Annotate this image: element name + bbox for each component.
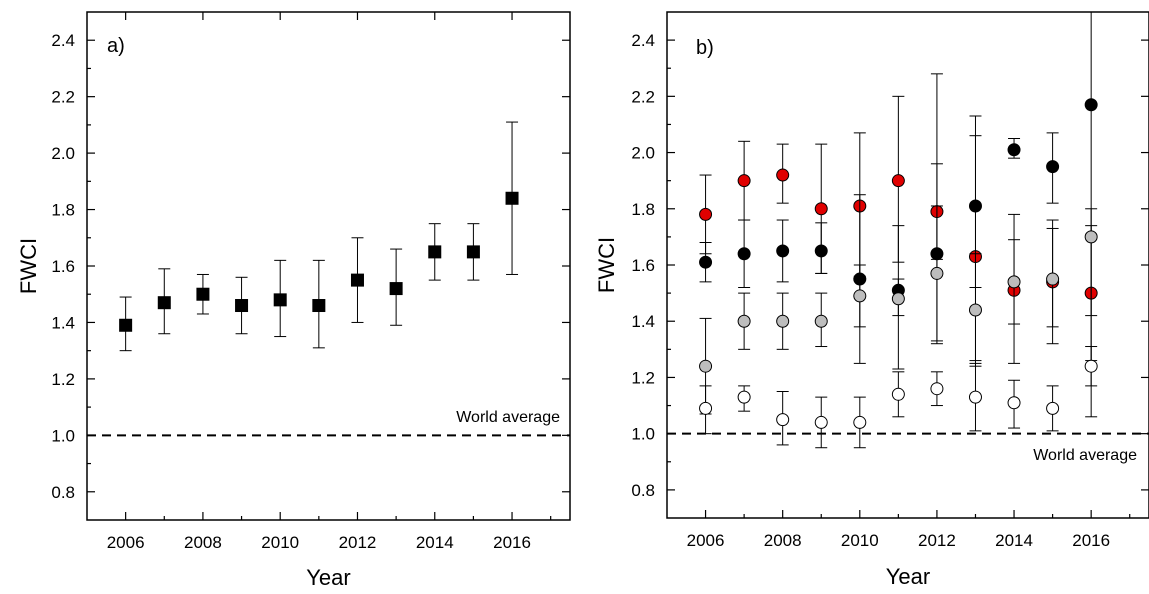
- series-0: [119, 121, 519, 352]
- x-tick-label: 2010: [841, 531, 879, 550]
- y-tick-label: 1.4: [631, 312, 655, 331]
- data-point: [776, 244, 790, 258]
- y-tick-label: 2.0: [51, 144, 75, 163]
- data-point: [235, 299, 249, 313]
- data-point: [1084, 98, 1098, 112]
- y-tick-label: 2.4: [51, 31, 75, 50]
- data-point: [1046, 160, 1060, 174]
- data-point: [273, 293, 287, 307]
- data-point: [1046, 272, 1060, 286]
- data-point: [814, 314, 828, 328]
- chart-panel-a: 2006 2008 2010 2012 2014 2016 0.8 1.0 1.2 1.4 1.6 1…: [16, 11, 571, 590]
- data-point: [119, 318, 133, 332]
- y-tick-label: 0.8: [51, 483, 75, 502]
- data-point: [776, 413, 790, 427]
- x-tick-label: 2012: [339, 533, 377, 552]
- data-point: [699, 207, 713, 221]
- panel-label: b): [696, 37, 714, 59]
- data-point: [930, 382, 944, 396]
- data-point: [776, 168, 790, 182]
- data-point: [814, 244, 828, 258]
- data-point: [428, 245, 442, 259]
- y-axis-title: FWCI: [594, 237, 619, 293]
- data-point: [930, 266, 944, 280]
- data-point: [968, 199, 982, 213]
- y-tick-label: 1.6: [631, 256, 655, 275]
- x-axis-title: Year: [886, 564, 930, 589]
- x-tick-label: 2014: [416, 533, 454, 552]
- world-average-label: World average: [1033, 447, 1137, 464]
- data-point: [699, 401, 713, 415]
- x-axis-title: Year: [306, 565, 350, 590]
- x-tick-label: 2006: [107, 533, 145, 552]
- y-tick-label: 1.4: [51, 313, 75, 332]
- x-tick-label: 2016: [493, 533, 531, 552]
- data-point: [891, 292, 905, 306]
- data-point: [699, 255, 713, 269]
- y-tick-label: 2.4: [631, 31, 655, 50]
- y-tick-label: 0.8: [631, 481, 655, 500]
- data-point: [814, 415, 828, 429]
- x-tick-label: 2008: [184, 533, 222, 552]
- data-point: [466, 245, 480, 259]
- data-point: [1046, 401, 1060, 415]
- data-point: [312, 299, 326, 313]
- y-tick-label: 1.6: [51, 257, 75, 276]
- data-point: [814, 202, 828, 216]
- x-tick-label: 2014: [995, 531, 1033, 550]
- data-point: [1007, 275, 1021, 289]
- series-3: [699, 346, 1098, 449]
- y-tick-label: 1.0: [51, 426, 75, 445]
- chart-panel-b: 2006 2008 2010 2012 2014 2016 0.8 1.0 1.2 1.4 1.6 1…: [594, 11, 1149, 589]
- plot-frame: [86, 11, 571, 521]
- data-point: [968, 303, 982, 317]
- world-average-label: World average: [456, 409, 560, 426]
- series-2: [699, 73, 1098, 415]
- x-tick-label: 2006: [687, 531, 725, 550]
- data-point: [505, 191, 519, 205]
- data-point: [157, 296, 171, 310]
- data-point: [737, 390, 751, 404]
- y-tick-label: 1.2: [631, 368, 655, 387]
- y-axis-title: FWCI: [16, 238, 41, 294]
- data-point: [891, 387, 905, 401]
- data-point: [853, 289, 867, 303]
- data-point: [389, 282, 403, 296]
- y-tick-label: 2.2: [631, 87, 655, 106]
- data-point: [350, 273, 364, 287]
- data-point: [1084, 359, 1098, 373]
- y-tick-label: 2.2: [51, 88, 75, 107]
- data-point: [776, 314, 790, 328]
- data-point: [1084, 230, 1098, 244]
- data-point: [853, 415, 867, 429]
- y-tick-label: 2.0: [631, 144, 655, 163]
- data-point: [1007, 396, 1021, 410]
- data-point: [737, 314, 751, 328]
- data-point: [737, 247, 751, 261]
- x-tick-label: 2012: [918, 531, 956, 550]
- y-tick-label: 1.2: [51, 370, 75, 389]
- x-tick-label: 2016: [1072, 531, 1110, 550]
- data-point: [699, 359, 713, 373]
- data-point: [968, 390, 982, 404]
- panel-label: a): [107, 35, 125, 57]
- data-point: [891, 174, 905, 188]
- x-tick-label: 2008: [764, 531, 802, 550]
- x-tick-label: 2010: [261, 533, 299, 552]
- data-point: [1007, 143, 1021, 157]
- plot-frame: [666, 11, 1149, 519]
- data-point: [196, 287, 210, 301]
- y-tick-label: 1.0: [631, 425, 655, 444]
- y-tick-label: 1.8: [51, 201, 75, 220]
- data-point: [737, 174, 751, 188]
- y-tick-label: 1.8: [631, 200, 655, 219]
